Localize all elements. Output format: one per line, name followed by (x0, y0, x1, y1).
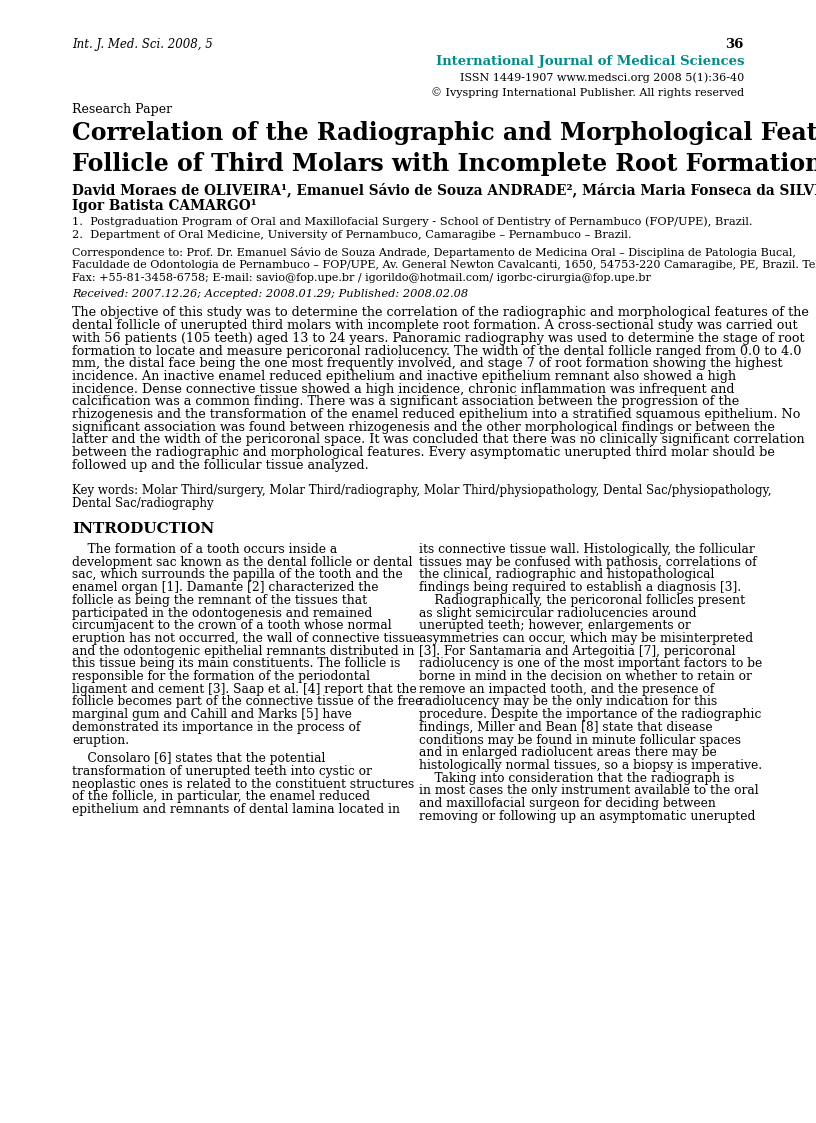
Text: Faculdade de Odontologia de Pernambuco – FOP/UPE, Av. General Newton Cavalcanti,: Faculdade de Odontologia de Pernambuco –… (72, 259, 816, 270)
Text: eruption.: eruption. (72, 733, 129, 747)
Text: between the radiographic and morphological features. Every asymptomatic unerupte: between the radiographic and morphologic… (72, 446, 775, 459)
Text: follicle as being the remnant of the tissues that: follicle as being the remnant of the tis… (72, 594, 367, 606)
Text: development sac known as the dental follicle or dental: development sac known as the dental foll… (72, 556, 413, 569)
Text: radiolucency is one of the most important factors to be: radiolucency is one of the most importan… (419, 657, 762, 670)
Text: incidence. An inactive enamel reduced epithelium and inactive epithelium remnant: incidence. An inactive enamel reduced ep… (72, 369, 736, 383)
Text: The objective of this study was to determine the correlation of the radiographic: The objective of this study was to deter… (72, 307, 809, 319)
Text: in most cases the only instrument available to the oral: in most cases the only instrument availa… (419, 784, 759, 797)
Text: Research Paper: Research Paper (72, 103, 172, 116)
Text: circumjacent to the crown of a tooth whose normal: circumjacent to the crown of a tooth who… (72, 619, 392, 632)
Text: dental follicle of unerupted third molars with incomplete root formation. A cros: dental follicle of unerupted third molar… (72, 319, 797, 332)
Text: the clinical, radiographic and histopathological: the clinical, radiographic and histopath… (419, 568, 714, 582)
Text: and the odontogenic epithelial remnants distributed in: and the odontogenic epithelial remnants … (72, 645, 415, 658)
Text: ISSN 1449-1907 www.medsci.org 2008 5(1):36-40: ISSN 1449-1907 www.medsci.org 2008 5(1):… (459, 73, 744, 83)
Text: unerupted teeth; however, enlargements or: unerupted teeth; however, enlargements o… (419, 619, 691, 632)
Text: and in enlarged radiolucent areas there may be: and in enlarged radiolucent areas there … (419, 747, 716, 759)
Text: significant association was found between rhizogenesis and the other morphologic: significant association was found betwee… (72, 421, 775, 433)
Text: [3]. For Santamaria and Artegoitia [7], pericoronal: [3]. For Santamaria and Artegoitia [7], … (419, 645, 735, 658)
Text: conditions may be found in minute follicular spaces: conditions may be found in minute follic… (419, 733, 741, 747)
Text: Key words: Molar Third/surgery, Molar Third/radiography, Molar Third/physiopatho: Key words: Molar Third/surgery, Molar Th… (72, 484, 771, 497)
Text: David Moraes de OLIVEIRA¹, Emanuel Sávio de Souza ANDRADE², Márcia Maria Fonseca: David Moraes de OLIVEIRA¹, Emanuel Sávio… (72, 182, 816, 197)
Text: eruption has not occurred, the wall of connective tissue: eruption has not occurred, the wall of c… (72, 632, 420, 645)
Text: Correlation of the Radiographic and Morphological Features of the Dental: Correlation of the Radiographic and Morp… (72, 121, 816, 145)
Text: The formation of a tooth occurs inside a: The formation of a tooth occurs inside a (72, 544, 337, 556)
Text: epithelium and remnants of dental lamina located in: epithelium and remnants of dental lamina… (72, 803, 400, 816)
Text: Dental Sac/radiography: Dental Sac/radiography (72, 497, 214, 510)
Text: ligament and cement [3]. Saap et al. [4] report that the: ligament and cement [3]. Saap et al. [4]… (72, 683, 417, 696)
Text: findings, Miller and Bean [8] state that disease: findings, Miller and Bean [8] state that… (419, 721, 712, 734)
Text: borne in mind in the decision on whether to retain or: borne in mind in the decision on whether… (419, 670, 752, 683)
Text: removing or following up an asymptomatic unerupted: removing or following up an asymptomatic… (419, 810, 756, 823)
Text: neoplastic ones is related to the constituent structures: neoplastic ones is related to the consti… (72, 778, 415, 791)
Text: Int. J. Med. Sci. 2008, 5: Int. J. Med. Sci. 2008, 5 (72, 38, 213, 51)
Text: incidence. Dense connective tissue showed a high incidence, chronic inflammation: incidence. Dense connective tissue showe… (72, 383, 734, 395)
Text: calcification was a common finding. There was a significant association between : calcification was a common finding. Ther… (72, 395, 739, 409)
Text: Taking into consideration that the radiograph is: Taking into consideration that the radio… (419, 772, 734, 785)
Text: with 56 patients (105 teeth) aged 13 to 24 years. Panoramic radiography was used: with 56 patients (105 teeth) aged 13 to … (72, 331, 805, 345)
Text: and maxillofacial surgeon for deciding between: and maxillofacial surgeon for deciding b… (419, 797, 716, 810)
Text: 2.  Department of Oral Medicine, University of Pernambuco, Camaragibe – Pernambu: 2. Department of Oral Medicine, Universi… (72, 230, 632, 240)
Text: latter and the width of the pericoronal space. It was concluded that there was n: latter and the width of the pericoronal … (72, 433, 805, 447)
Text: of the follicle, in particular, the enamel reduced: of the follicle, in particular, the enam… (72, 791, 370, 803)
Text: remove an impacted tooth, and the presence of: remove an impacted tooth, and the presen… (419, 683, 714, 696)
Text: Radiographically, the pericoronal follicles present: Radiographically, the pericoronal follic… (419, 594, 745, 606)
Text: formation to locate and measure pericoronal radiolucency. The width of the denta: formation to locate and measure pericoro… (72, 345, 801, 357)
Text: radiolucency may be the only indication for this: radiolucency may be the only indication … (419, 695, 717, 709)
Text: INTRODUCTION: INTRODUCTION (72, 522, 215, 536)
Text: histologically normal tissues, so a biopsy is imperative.: histologically normal tissues, so a biop… (419, 759, 762, 772)
Text: © Ivyspring International Publisher. All rights reserved: © Ivyspring International Publisher. All… (431, 86, 744, 98)
Text: this tissue being its main constituents. The follicle is: this tissue being its main constituents.… (72, 657, 401, 670)
Text: 36: 36 (725, 38, 744, 51)
Text: 1.  Postgraduation Program of Oral and Maxillofacial Surgery - School of Dentist: 1. Postgraduation Program of Oral and Ma… (72, 217, 752, 227)
Text: Fax: +55-81-3458-6758; E-mail: savio@fop.upe.br / igorildo@hotmail.com/ igorbc-c: Fax: +55-81-3458-6758; E-mail: savio@fop… (72, 273, 651, 283)
Text: followed up and the follicular tissue analyzed.: followed up and the follicular tissue an… (72, 459, 369, 472)
Text: Consolaro [6] states that the potential: Consolaro [6] states that the potential (72, 752, 326, 765)
Text: demonstrated its importance in the process of: demonstrated its importance in the proce… (72, 721, 361, 734)
Text: Igor Batista CAMARGO¹: Igor Batista CAMARGO¹ (72, 199, 256, 212)
Text: marginal gum and Cahill and Marks [5] have: marginal gum and Cahill and Marks [5] ha… (72, 709, 352, 721)
Text: enamel organ [1]. Damante [2] characterized the: enamel organ [1]. Damante [2] characteri… (72, 582, 379, 594)
Text: participated in the odontogenesis and remained: participated in the odontogenesis and re… (72, 606, 372, 620)
Text: Correspondence to: Prof. Dr. Emanuel Sávio de Souza Andrade, Departamento de Med: Correspondence to: Prof. Dr. Emanuel Sáv… (72, 247, 796, 258)
Text: Received: 2007.12.26; Accepted: 2008.01.29; Published: 2008.02.08: Received: 2007.12.26; Accepted: 2008.01.… (72, 290, 468, 300)
Text: as slight semicircular radiolucencies around: as slight semicircular radiolucencies ar… (419, 606, 697, 620)
Text: its connective tissue wall. Histologically, the follicular: its connective tissue wall. Histological… (419, 544, 755, 556)
Text: procedure. Despite the importance of the radiographic: procedure. Despite the importance of the… (419, 709, 761, 721)
Text: mm, the distal face being the one most frequently involved, and stage 7 of root : mm, the distal face being the one most f… (72, 357, 783, 371)
Text: rhizogenesis and the transformation of the enamel reduced epithelium into a stra: rhizogenesis and the transformation of t… (72, 408, 800, 421)
Text: responsible for the formation of the periodontal: responsible for the formation of the per… (72, 670, 370, 683)
Text: tissues may be confused with pathosis, correlations of: tissues may be confused with pathosis, c… (419, 556, 756, 569)
Text: International Journal of Medical Sciences: International Journal of Medical Science… (436, 55, 744, 69)
Text: follicle becomes part of the connective tissue of the free: follicle becomes part of the connective … (72, 695, 423, 709)
Text: findings being required to establish a diagnosis [3].: findings being required to establish a d… (419, 582, 741, 594)
Text: asymmetries can occur, which may be misinterpreted: asymmetries can occur, which may be misi… (419, 632, 753, 645)
Text: Follicle of Third Molars with Incomplete Root Formation: Follicle of Third Molars with Incomplete… (72, 152, 816, 176)
Text: transformation of unerupted teeth into cystic or: transformation of unerupted teeth into c… (72, 765, 372, 778)
Text: sac, which surrounds the papilla of the tooth and the: sac, which surrounds the papilla of the … (72, 568, 403, 582)
